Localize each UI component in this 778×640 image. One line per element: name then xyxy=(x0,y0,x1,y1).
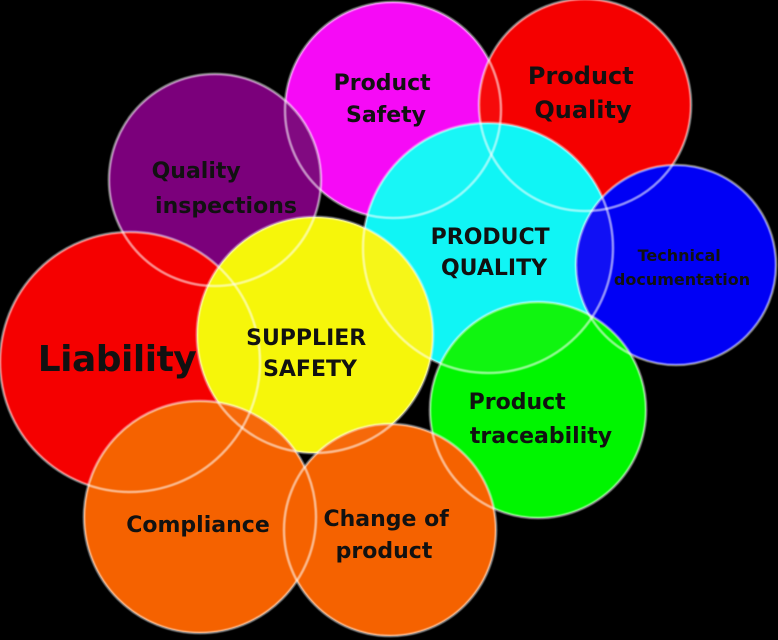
label-change-of-product: Change of product xyxy=(323,507,456,564)
label-product-quality-top: Product Quality xyxy=(528,62,642,124)
label-compliance: Compliance xyxy=(126,513,269,538)
label-supplier-safety: SUPPLIER SAFETY xyxy=(246,326,374,382)
label-liability: Liability xyxy=(38,339,197,380)
label-product-traceability: Product traceability xyxy=(469,390,612,449)
circle-product-traceability xyxy=(430,302,646,518)
circle-compliance xyxy=(84,401,316,633)
label-technical-documentation: Technical documentation xyxy=(614,246,750,289)
label-product-quality-core: PRODUCT QUALITY xyxy=(431,225,558,281)
circle-change-of-product xyxy=(284,424,496,636)
label-product-safety: Product Safety xyxy=(334,71,439,128)
label-quality-inspections: Quality inspections xyxy=(152,159,297,219)
circle-technical-documentation xyxy=(576,165,776,365)
